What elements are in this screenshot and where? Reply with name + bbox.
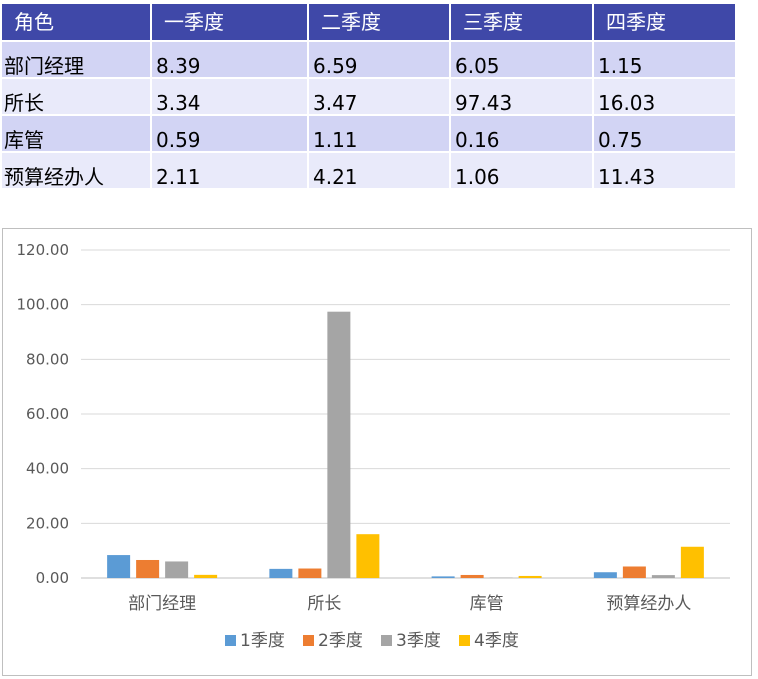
cell-value: 3.34 bbox=[152, 79, 307, 114]
table-header-row: 角色 一季度 二季度 三季度 四季度 bbox=[2, 4, 735, 40]
cell-value: 11.43 bbox=[594, 153, 735, 188]
bar bbox=[165, 561, 188, 578]
header-q4: 四季度 bbox=[594, 4, 735, 40]
cell-value: 97.43 bbox=[451, 79, 592, 114]
legend-label: 4季度 bbox=[474, 631, 519, 651]
x-tick-label: 所长 bbox=[307, 594, 341, 614]
y-tick-label: 60.00 bbox=[26, 405, 69, 423]
cell-value: 6.05 bbox=[451, 42, 592, 77]
bar bbox=[136, 560, 159, 578]
header-q2: 二季度 bbox=[309, 4, 449, 40]
table-row: 库管 0.59 1.11 0.16 0.75 bbox=[2, 116, 735, 151]
legend-swatch bbox=[303, 635, 314, 646]
cell-value: 1.15 bbox=[594, 42, 735, 77]
legend-swatch bbox=[459, 635, 470, 646]
header-q3: 三季度 bbox=[451, 4, 592, 40]
cell-role: 部门经理 bbox=[2, 42, 150, 77]
legend-label: 1季度 bbox=[240, 631, 285, 651]
bar bbox=[461, 575, 484, 578]
cell-role: 库管 bbox=[2, 116, 150, 151]
bar bbox=[269, 569, 292, 578]
bar bbox=[594, 572, 617, 578]
bar bbox=[652, 575, 675, 578]
bar bbox=[623, 566, 646, 578]
header-role: 角色 bbox=[2, 4, 150, 40]
cell-value: 0.16 bbox=[451, 116, 592, 151]
bar bbox=[432, 576, 455, 578]
table-row: 所长 3.34 3.47 97.43 16.03 bbox=[2, 79, 735, 114]
cell-value: 1.06 bbox=[451, 153, 592, 188]
bar bbox=[194, 575, 217, 578]
chart-area: 0.00 20.00 40.00 60.00 80.00 100.00 120.00 部门经理… bbox=[2, 228, 752, 676]
legend-swatch bbox=[381, 635, 392, 646]
legend-swatch bbox=[225, 635, 236, 646]
y-tick-label: 120.00 bbox=[17, 241, 70, 259]
bar bbox=[298, 569, 321, 578]
bar bbox=[356, 534, 379, 578]
bar bbox=[681, 547, 704, 578]
data-table: 角色 一季度 二季度 三季度 四季度 部门经理 8.39 6.59 6.05 1… bbox=[0, 2, 737, 190]
bar bbox=[107, 555, 130, 578]
cell-role: 所长 bbox=[2, 79, 150, 114]
y-tick-label: 40.00 bbox=[26, 460, 69, 478]
cell-value: 4.21 bbox=[309, 153, 449, 188]
y-tick-label: 100.00 bbox=[17, 296, 70, 314]
table-row: 预算经办人 2.11 4.21 1.06 11.43 bbox=[2, 153, 735, 188]
cell-role: 预算经办人 bbox=[2, 153, 150, 188]
cell-value: 3.47 bbox=[309, 79, 449, 114]
bar-chart: 0.00 20.00 40.00 60.00 80.00 100.00 120.00 部门经理… bbox=[3, 229, 751, 675]
x-tick-label: 库管 bbox=[470, 594, 504, 614]
cell-value: 8.39 bbox=[152, 42, 307, 77]
bar bbox=[327, 312, 350, 578]
cell-value: 0.59 bbox=[152, 116, 307, 151]
cell-value: 2.11 bbox=[152, 153, 307, 188]
header-q1: 一季度 bbox=[152, 4, 307, 40]
cell-value: 6.59 bbox=[309, 42, 449, 77]
bar bbox=[519, 576, 542, 578]
y-tick-label: 20.00 bbox=[26, 514, 69, 532]
y-tick-label: 80.00 bbox=[26, 350, 69, 368]
x-tick-label: 预算经办人 bbox=[606, 594, 691, 614]
table-row: 部门经理 8.39 6.59 6.05 1.15 bbox=[2, 42, 735, 77]
x-tick-label: 部门经理 bbox=[128, 594, 196, 614]
cell-value: 0.75 bbox=[594, 116, 735, 151]
y-tick-label: 0.00 bbox=[36, 569, 69, 587]
cell-value: 1.11 bbox=[309, 116, 449, 151]
legend-label: 3季度 bbox=[396, 631, 441, 651]
cell-value: 16.03 bbox=[594, 79, 735, 114]
legend-label: 2季度 bbox=[318, 631, 363, 651]
